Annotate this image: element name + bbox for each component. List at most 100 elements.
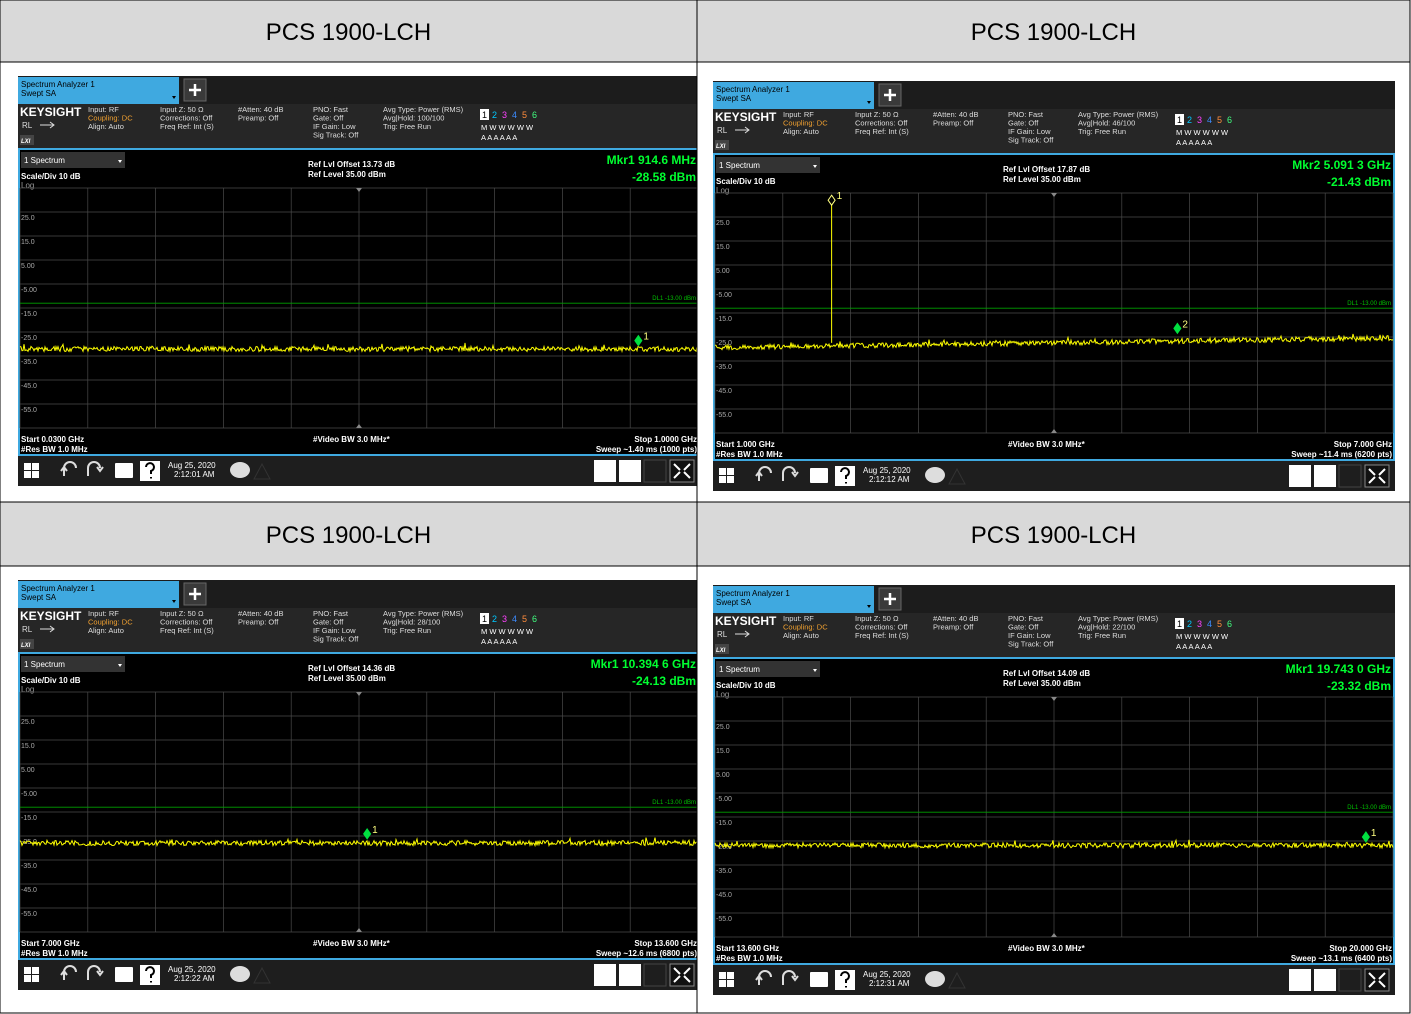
plus-icon bbox=[884, 593, 896, 605]
display-line-label: DL1 -13.00 dBm bbox=[1347, 301, 1391, 307]
warn-icon bbox=[253, 462, 271, 480]
start-freq: Start 1.000 GHz bbox=[716, 440, 775, 449]
info-text: IF Gain: Low bbox=[313, 626, 356, 635]
dropdown-arrow bbox=[118, 160, 122, 163]
y-tick-label: -5.00 bbox=[21, 791, 37, 798]
info-text: Freq Ref: Int (S) bbox=[160, 626, 214, 635]
lxi-label: LXI bbox=[21, 643, 31, 649]
task-date: Aug 25, 2020 bbox=[168, 965, 216, 974]
info-text: PNO: Fast bbox=[1008, 110, 1044, 119]
window-dropdown bbox=[716, 157, 820, 173]
y-tick-label: 15.0 bbox=[716, 244, 730, 251]
y-tick-label: 25.0 bbox=[21, 215, 35, 222]
info-text: #Atten: 40 dB bbox=[933, 614, 978, 623]
y-tick-label: -5.00 bbox=[21, 287, 37, 294]
task-date: Aug 25, 2020 bbox=[863, 466, 911, 475]
marker-freq: 19.743 0 GHz bbox=[1317, 662, 1391, 676]
zoom-glyph bbox=[673, 463, 691, 479]
app-tab bbox=[713, 586, 874, 613]
y-tick-label: -15.0 bbox=[21, 815, 37, 822]
y-tick-label: -45.0 bbox=[716, 892, 732, 899]
marker-readout: Mkr1 10.394 6 GHz bbox=[591, 657, 696, 671]
y-tick-label: 15.0 bbox=[21, 743, 35, 750]
y-tick-label: -5.00 bbox=[716, 796, 732, 803]
info-text: Avg Type: Power (RMS) bbox=[383, 609, 464, 618]
dropdown-arrow bbox=[813, 669, 817, 672]
info-text: Sig Track: Off bbox=[1008, 136, 1054, 145]
lxi-label: LXI bbox=[21, 139, 31, 145]
keypad-icon bbox=[1289, 969, 1311, 991]
marker-label: 1 bbox=[1371, 828, 1377, 839]
y-tick-label: -25.0 bbox=[21, 839, 37, 846]
display-line-label: DL1 -13.00 dBm bbox=[652, 800, 696, 806]
trace-number: 1 bbox=[482, 110, 487, 120]
trace-number: 2 bbox=[1187, 619, 1192, 629]
info-text: Avg Type: Power (RMS) bbox=[1078, 110, 1159, 119]
trace-number: 2 bbox=[1187, 115, 1192, 125]
chat-icon bbox=[925, 971, 945, 987]
ref-offset: Ref Lvl Offset 14.36 dB bbox=[308, 664, 395, 673]
y-tick-label: -45.0 bbox=[21, 887, 37, 894]
trace bbox=[19, 342, 699, 354]
y-tick-label: -35.0 bbox=[21, 863, 37, 870]
ref-level: Ref Level 35.00 dBm bbox=[308, 674, 386, 683]
rl-label: RL bbox=[22, 121, 33, 130]
trace-number: 4 bbox=[512, 110, 517, 120]
info-text: PNO: Fast bbox=[313, 105, 349, 114]
y-tick-label: -35.0 bbox=[21, 359, 37, 366]
info-text: Coupling: DC bbox=[783, 119, 828, 128]
info-text: PNO: Fast bbox=[313, 609, 349, 618]
ref-offset: Ref Lvl Offset 13.73 dB bbox=[308, 160, 395, 169]
header-cell bbox=[0, 501, 698, 567]
task-time: 2:12:01 AM bbox=[174, 470, 215, 479]
tab-subtitle: Swept SA bbox=[716, 94, 752, 103]
start-freq: Start 7.000 GHz bbox=[21, 939, 80, 948]
chat-icon bbox=[925, 467, 945, 483]
task-date: Aug 25, 2020 bbox=[863, 970, 911, 979]
header-cell bbox=[696, 0, 1411, 63]
marker-amplitude: -23.32 dBm bbox=[1327, 679, 1391, 693]
marker-freq: 5.091 3 GHz bbox=[1324, 158, 1391, 172]
tab-title: Spectrum Analyzer 1 bbox=[21, 584, 95, 593]
info-text: IF Gain: Low bbox=[313, 122, 356, 131]
trace-detectors: A A A A A A bbox=[1176, 642, 1212, 651]
y-tick-label: 5.00 bbox=[716, 772, 730, 779]
undo-icon bbox=[60, 965, 77, 980]
tab-title: Spectrum Analyzer 1 bbox=[716, 589, 790, 598]
app-tab bbox=[18, 77, 179, 104]
plus-icon bbox=[884, 89, 896, 101]
marker-diamond bbox=[363, 828, 372, 840]
sweep-time: Sweep ~13.1 ms (6400 pts) bbox=[1291, 954, 1393, 963]
trace-types: M W W W W W bbox=[1176, 632, 1229, 641]
marker-readout: Mkr1 19.743 0 GHz bbox=[1286, 662, 1391, 676]
trace-selected bbox=[1175, 114, 1184, 125]
window-name: 1 Spectrum bbox=[24, 660, 65, 669]
folder-icon bbox=[810, 468, 828, 483]
info-text: Avg|Hold: 22/100 bbox=[1078, 623, 1135, 632]
layout-icon bbox=[1338, 464, 1362, 488]
windows-icon bbox=[719, 972, 734, 987]
marker-diamond bbox=[634, 334, 643, 347]
app-tab bbox=[713, 82, 874, 109]
trace-number: 6 bbox=[1227, 115, 1232, 125]
info-text: Align: Auto bbox=[783, 127, 819, 136]
video-bw: #Video BW 3.0 MHz* bbox=[313, 939, 391, 948]
window-dropdown bbox=[716, 661, 820, 677]
marker-amplitude: -24.13 dBm bbox=[632, 674, 696, 688]
stop-freq: Stop 1.0000 GHz bbox=[634, 435, 697, 444]
warn-icon bbox=[948, 971, 966, 989]
scale-div: Scale/Div 10 dB bbox=[21, 172, 81, 181]
brand: KEYSIGHT bbox=[20, 609, 82, 623]
redo-icon bbox=[87, 965, 104, 980]
trace-number: 3 bbox=[1197, 619, 1202, 629]
header-cell bbox=[696, 501, 1411, 567]
video-bw: #Video BW 3.0 MHz* bbox=[1008, 440, 1086, 449]
zoom-icon bbox=[669, 459, 695, 483]
cell-title: PCS 1900-LCH bbox=[266, 522, 431, 549]
info-text: Preamp: Off bbox=[238, 114, 279, 123]
info-text: Coupling: DC bbox=[783, 623, 828, 632]
info-text: Coupling: DC bbox=[88, 618, 133, 627]
